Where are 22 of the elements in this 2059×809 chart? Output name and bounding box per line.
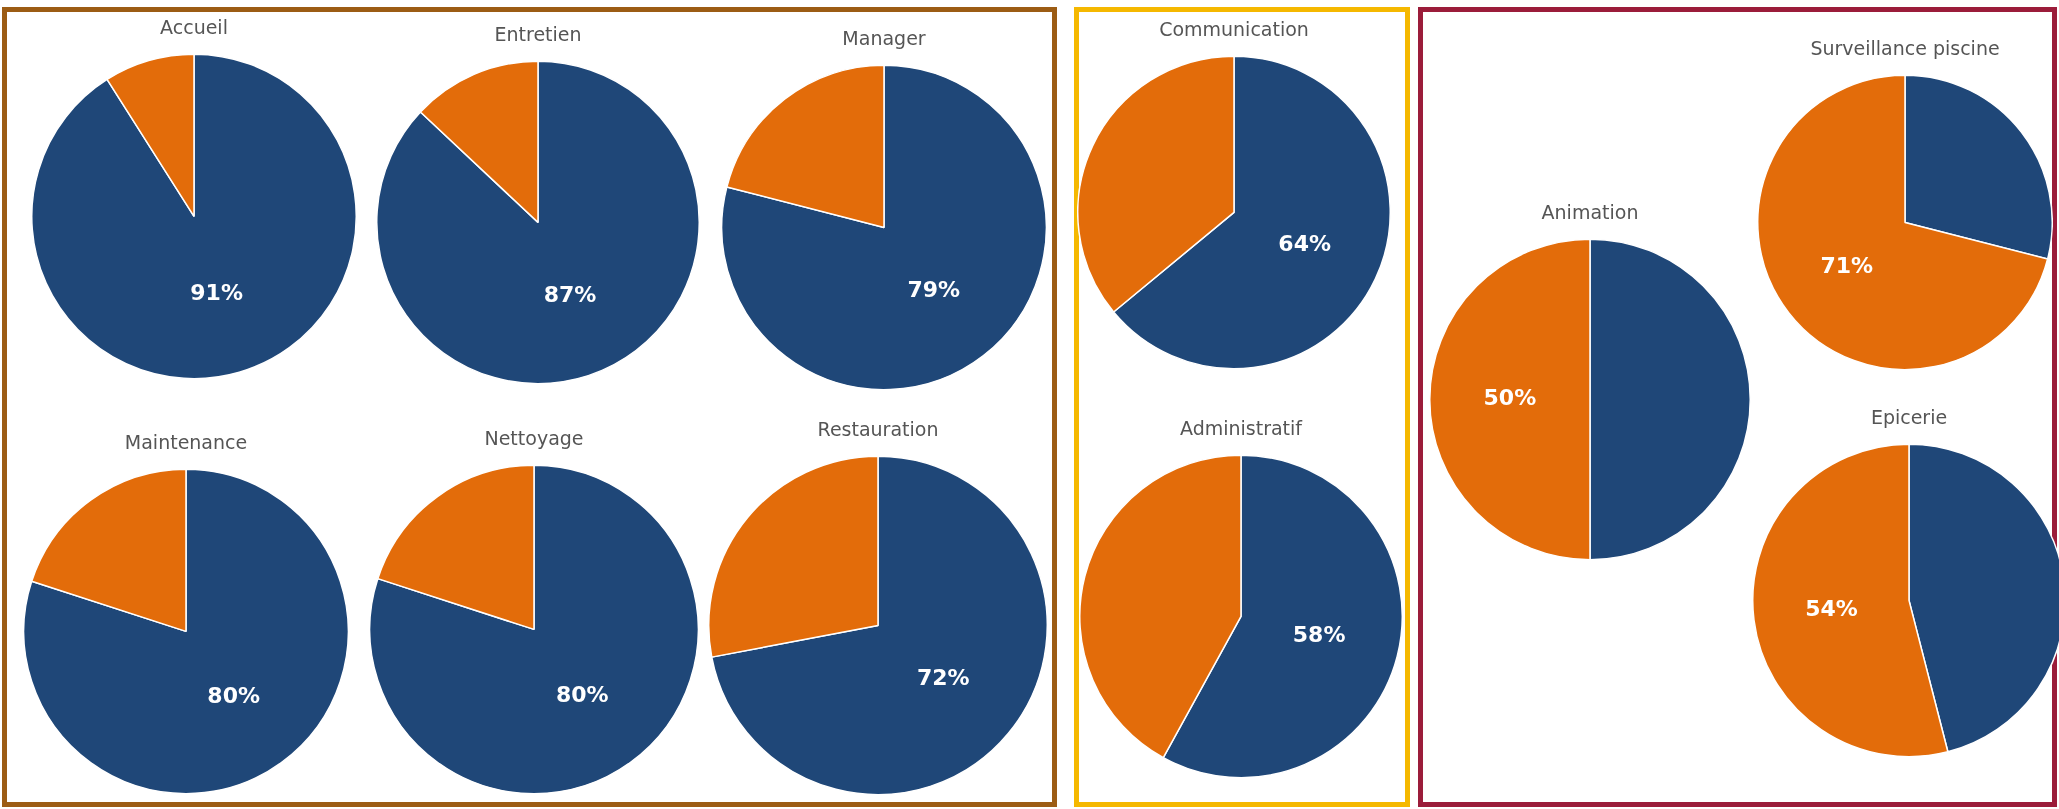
chart-title: Maintenance: [124, 431, 248, 454]
data-label: 87%: [543, 282, 597, 308]
chart-title: Surveillance piscine: [1810, 37, 2000, 60]
chart-title: Communication: [1159, 18, 1309, 41]
data-label: 91%: [190, 280, 243, 306]
data-label: 80%: [555, 681, 609, 707]
data-label: 79%: [907, 277, 961, 303]
chart-title: Accueil: [160, 16, 228, 39]
data-label: 54%: [1805, 595, 1858, 621]
chart-title: Administratif: [1179, 417, 1304, 440]
chart-title: Nettoyage: [484, 427, 584, 450]
data-label: 58%: [1292, 622, 1346, 648]
data-label: 72%: [916, 665, 970, 691]
data-label: 80%: [207, 682, 261, 708]
chart-title: Manager: [842, 27, 926, 50]
data-label: 50%: [1483, 385, 1537, 411]
chart-title: Restauration: [817, 418, 939, 441]
data-label: 71%: [1820, 253, 1874, 279]
data-label: 64%: [1278, 231, 1332, 257]
chart-title: Animation: [1541, 201, 1639, 224]
chart-title: Entretien: [494, 23, 582, 46]
chart-title: Epicerie: [1870, 406, 1948, 429]
